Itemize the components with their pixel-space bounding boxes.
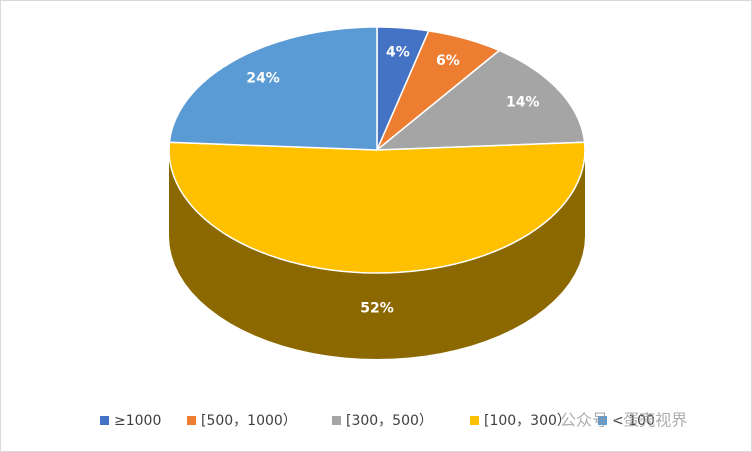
slice — [376, 30, 501, 151]
legend-swatch — [100, 416, 109, 425]
legend: ≥1000 [500，1000） [300，500） [100，300） < 100 — [100, 413, 655, 429]
legend-label: [500，1000） — [201, 413, 297, 429]
slice — [168, 141, 586, 274]
data-label: 24% — [246, 70, 280, 86]
data-label: 14% — [506, 95, 540, 111]
watermark: 公众号 · 蛋壳视界 — [560, 411, 687, 430]
legend-label: [300，500） — [346, 413, 433, 429]
legend-swatch — [598, 416, 607, 425]
legend-swatch — [332, 416, 341, 425]
legend-swatch — [187, 416, 196, 425]
slice-side — [169, 150, 585, 359]
legend-label: [100，300） — [484, 413, 571, 429]
legend-swatch — [470, 416, 479, 425]
pie: 4% 6% 14% 52% 24% — [168, 26, 586, 359]
slice — [374, 49, 586, 151]
data-label: 52% — [360, 300, 394, 316]
data-label: 6% — [436, 53, 460, 69]
legend-label: < 100 — [612, 413, 655, 429]
slice — [168, 26, 378, 151]
data-label: 4% — [386, 44, 410, 60]
legend-label: ≥1000 — [114, 413, 161, 429]
